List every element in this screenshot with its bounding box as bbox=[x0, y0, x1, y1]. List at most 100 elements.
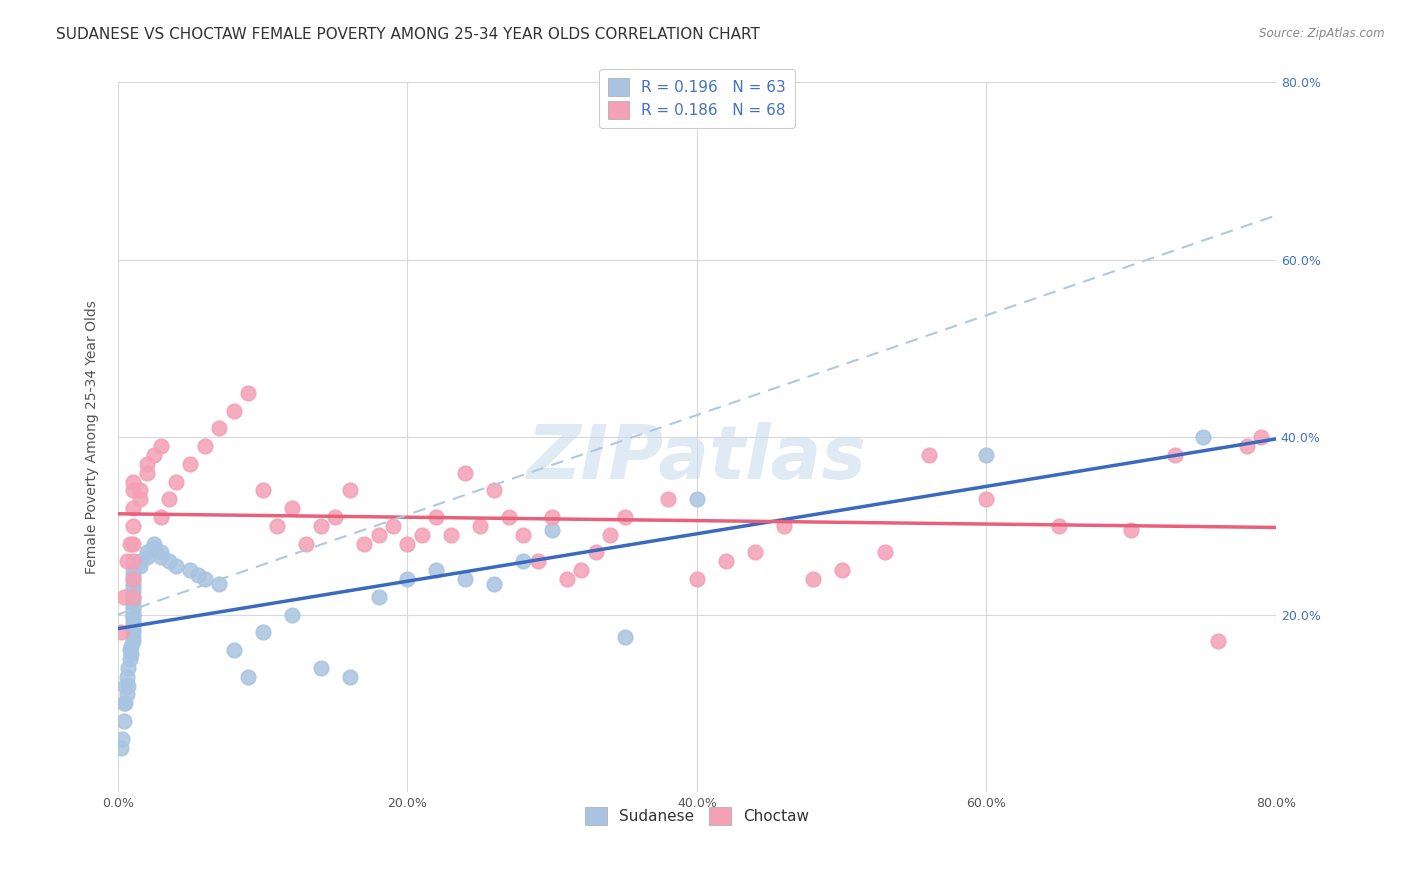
Point bbox=[150, 439, 173, 453]
Point bbox=[339, 483, 361, 498]
Point bbox=[353, 536, 375, 550]
Point bbox=[112, 590, 135, 604]
Point bbox=[238, 670, 260, 684]
Point bbox=[569, 563, 592, 577]
Point bbox=[323, 510, 346, 524]
Point bbox=[136, 457, 159, 471]
Point bbox=[115, 554, 138, 568]
Point bbox=[454, 572, 477, 586]
Point bbox=[238, 385, 260, 400]
Point bbox=[157, 492, 180, 507]
Point bbox=[976, 448, 998, 462]
Point bbox=[772, 519, 794, 533]
Point bbox=[425, 563, 447, 577]
Point bbox=[657, 492, 679, 507]
Point bbox=[1206, 634, 1229, 648]
Point bbox=[121, 612, 143, 626]
Point bbox=[599, 528, 621, 542]
Point bbox=[309, 519, 332, 533]
Point bbox=[111, 731, 134, 746]
Text: SUDANESE VS CHOCTAW FEMALE POVERTY AMONG 25-34 YEAR OLDS CORRELATION CHART: SUDANESE VS CHOCTAW FEMALE POVERTY AMONG… bbox=[56, 27, 761, 42]
Point bbox=[295, 536, 318, 550]
Point bbox=[120, 639, 142, 653]
Point bbox=[801, 572, 824, 586]
Point bbox=[121, 607, 143, 622]
Point bbox=[208, 421, 231, 435]
Text: Source: ZipAtlas.com: Source: ZipAtlas.com bbox=[1260, 27, 1385, 40]
Point bbox=[187, 567, 209, 582]
Point bbox=[112, 714, 135, 728]
Point bbox=[484, 576, 506, 591]
Point bbox=[382, 519, 405, 533]
Point bbox=[121, 585, 143, 599]
Point bbox=[121, 501, 143, 516]
Point bbox=[120, 648, 142, 662]
Point bbox=[686, 572, 709, 586]
Point bbox=[121, 594, 143, 608]
Point bbox=[121, 572, 143, 586]
Point bbox=[367, 528, 389, 542]
Point bbox=[541, 524, 564, 538]
Point bbox=[121, 475, 143, 489]
Point bbox=[498, 510, 520, 524]
Point bbox=[143, 448, 166, 462]
Point bbox=[121, 567, 143, 582]
Point bbox=[121, 554, 143, 568]
Point bbox=[179, 457, 201, 471]
Point bbox=[118, 652, 141, 666]
Point bbox=[121, 581, 143, 595]
Point bbox=[121, 590, 143, 604]
Point bbox=[194, 439, 217, 453]
Point bbox=[396, 572, 419, 586]
Point bbox=[128, 558, 150, 573]
Point bbox=[117, 661, 139, 675]
Point bbox=[179, 563, 201, 577]
Point bbox=[121, 625, 143, 640]
Point bbox=[585, 545, 607, 559]
Point bbox=[1192, 430, 1215, 444]
Point bbox=[121, 483, 143, 498]
Point bbox=[121, 519, 143, 533]
Point bbox=[208, 576, 231, 591]
Point bbox=[917, 448, 939, 462]
Point bbox=[526, 554, 548, 568]
Point bbox=[136, 549, 159, 564]
Point bbox=[121, 634, 143, 648]
Point bbox=[252, 625, 274, 640]
Point bbox=[280, 607, 302, 622]
Point bbox=[121, 563, 143, 577]
Point bbox=[121, 603, 143, 617]
Point bbox=[165, 558, 187, 573]
Point bbox=[110, 740, 132, 755]
Point bbox=[468, 519, 491, 533]
Point bbox=[831, 563, 853, 577]
Y-axis label: Female Poverty Among 25-34 Year Olds: Female Poverty Among 25-34 Year Olds bbox=[86, 301, 100, 574]
Point bbox=[112, 696, 135, 710]
Point bbox=[121, 621, 143, 635]
Point bbox=[1236, 439, 1258, 453]
Point bbox=[121, 590, 143, 604]
Point bbox=[114, 679, 136, 693]
Point bbox=[222, 403, 245, 417]
Point bbox=[411, 528, 433, 542]
Point bbox=[150, 545, 173, 559]
Point bbox=[136, 466, 159, 480]
Point bbox=[714, 554, 737, 568]
Point bbox=[110, 625, 132, 640]
Point bbox=[121, 572, 143, 586]
Point bbox=[555, 572, 578, 586]
Point bbox=[266, 519, 288, 533]
Point bbox=[117, 679, 139, 693]
Point bbox=[121, 616, 143, 631]
Point bbox=[150, 510, 173, 524]
Point bbox=[157, 554, 180, 568]
Point bbox=[339, 670, 361, 684]
Point bbox=[1163, 448, 1185, 462]
Point bbox=[1047, 519, 1070, 533]
Point bbox=[128, 483, 150, 498]
Point bbox=[222, 643, 245, 657]
Point bbox=[1250, 430, 1272, 444]
Point bbox=[484, 483, 506, 498]
Point bbox=[143, 541, 166, 555]
Point bbox=[541, 510, 564, 524]
